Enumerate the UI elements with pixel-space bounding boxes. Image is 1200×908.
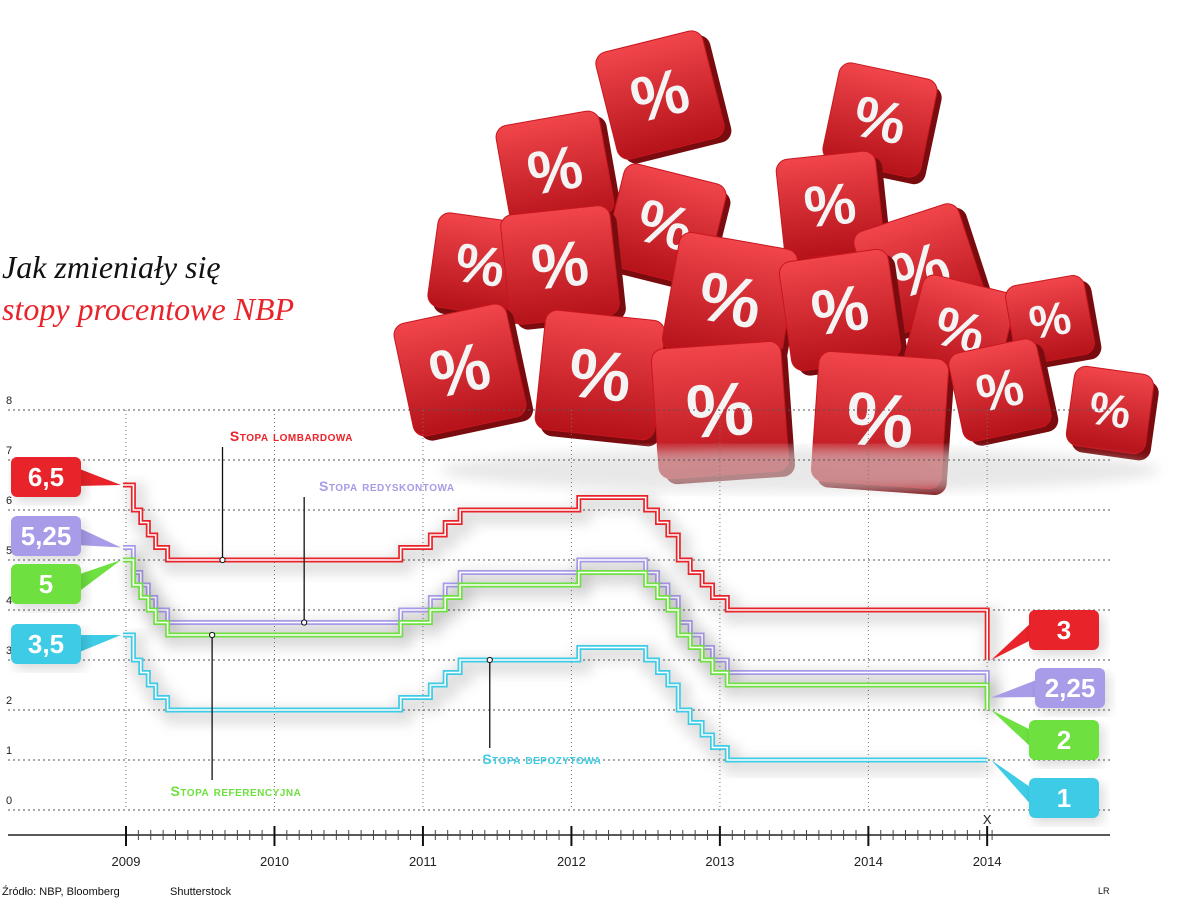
x-tick-label: 2011	[409, 854, 437, 869]
label-leader-dot	[486, 656, 493, 664]
percent-glyph: %	[565, 333, 635, 417]
source-note: Źródło: NBP, Bloomberg	[2, 886, 120, 898]
die-face	[948, 338, 1052, 442]
value-box-pointer	[991, 760, 1033, 807]
die-face	[595, 30, 725, 160]
end-value-box	[1029, 778, 1099, 818]
start-value-box	[11, 624, 81, 664]
percent-glyph: %	[528, 226, 592, 304]
series-shadow	[127, 545, 1000, 704]
series-labels: Stopa lombardowa Stopa redyskontowa Stopa …	[171, 428, 601, 799]
start-value-label: 5	[39, 569, 53, 599]
value-box-pointer	[77, 635, 122, 653]
label-leader-dot	[209, 631, 216, 639]
y-tick-label: 5	[6, 545, 12, 557]
start-value-box	[11, 516, 81, 556]
x-tick-label: 2014	[854, 854, 883, 869]
start-value-label: 5,25	[21, 521, 72, 551]
percent-die-icon: %	[595, 30, 732, 164]
end-value-box	[1029, 720, 1099, 760]
start-value-box	[11, 564, 81, 604]
value-box-pointer	[991, 621, 1033, 660]
chart-title: Jak zmieniały się stopy procentowe NBP	[2, 246, 294, 330]
percent-die-icon: %	[393, 303, 534, 441]
value-box-pointer	[77, 468, 122, 486]
start-value-label: 6,5	[28, 462, 64, 492]
label-leader-dot	[301, 619, 308, 626]
percent-glyph: %	[451, 231, 508, 299]
series-line-highlight	[123, 634, 988, 761]
y-tick-label: 1	[6, 745, 12, 757]
chart-title-line-2: stopy procentowe NBP	[2, 291, 295, 327]
series-line-highlight	[123, 559, 989, 710]
percent-die-icon: %	[778, 248, 908, 376]
value-box-pointer	[77, 560, 122, 593]
series-layer	[123, 482, 1000, 774]
percent-glyph: %	[693, 256, 767, 344]
series-label: Stopa redyskontowa	[319, 478, 455, 494]
start-value-box	[11, 457, 81, 497]
value-box-pointer	[991, 710, 1033, 749]
x-tick-label: 2013	[705, 854, 734, 869]
y-tick-label: 0	[6, 795, 12, 807]
y-axis: 0 1 2 3 4 5 6 7 8	[6, 395, 12, 807]
percent-glyph: %	[522, 132, 587, 208]
percent-die-icon: %	[1065, 365, 1159, 461]
series-label: Stopa depozytowa	[482, 751, 601, 767]
percent-die-icon: %	[500, 205, 626, 330]
end-value-box	[1029, 610, 1099, 650]
chart-title-line-1: Jak zmieniały się	[2, 249, 221, 285]
x-tick-label: 2014	[973, 854, 1002, 869]
percent-dice-pile-icon: %%%%%%%%%%%%%%%%%%	[393, 30, 1160, 495]
value-boxes: 6,5 3 5,25 2,25 5 2 3,5 1	[11, 457, 1109, 823]
x-tick-label: 2012	[557, 854, 586, 869]
die-face	[393, 303, 527, 437]
percent-die-icon: %	[822, 62, 942, 185]
end-value-label: 3	[1057, 615, 1071, 645]
label-leader-dot	[219, 556, 226, 564]
series-shadow	[127, 558, 1000, 716]
y-tick-label: 6	[6, 495, 12, 507]
y-tick-label: 7	[6, 445, 12, 457]
y-tick-label: 4	[6, 595, 12, 607]
end-value-box	[1035, 668, 1105, 708]
percent-die-icon: %	[948, 338, 1059, 446]
y-tick-label: 3	[6, 645, 12, 657]
percent-glyph: %	[801, 170, 859, 240]
end-value-label: 1	[1057, 783, 1071, 813]
x-tick-label: 2010	[260, 854, 289, 869]
end-value-label: 2,25	[1045, 673, 1096, 703]
value-box-pointer	[991, 679, 1039, 698]
dice-shadow	[440, 448, 1160, 492]
y-tick-label: 2	[6, 695, 12, 707]
series-label: Stopa referencyjna	[171, 783, 302, 799]
author-mark: LR	[1098, 886, 1110, 896]
percent-die-icon: %	[534, 309, 671, 447]
series-label: Stopa lombardowa	[230, 428, 353, 444]
percent-die-icon: %	[495, 110, 621, 234]
x-tick-top-label: X	[983, 812, 992, 827]
y-tick-label: 8	[6, 395, 12, 407]
photo-credit: Shutterstock	[170, 886, 232, 898]
percent-glyph: %	[1025, 291, 1075, 349]
x-tick-label: 2009	[112, 854, 141, 869]
percent-glyph: %	[807, 270, 873, 349]
x-axis: 2009 2010 2011 2012 2013 2014 2014 X	[8, 812, 1110, 869]
start-value-label: 3,5	[28, 629, 64, 659]
end-value-label: 2	[1057, 725, 1071, 755]
value-box-pointer	[77, 527, 122, 548]
series-line-highlight	[123, 484, 989, 660]
